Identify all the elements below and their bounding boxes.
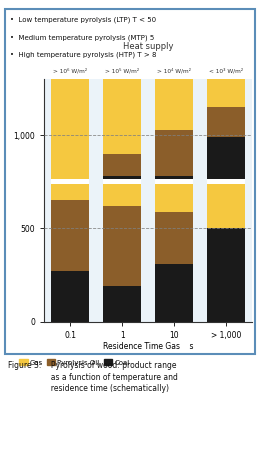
Bar xyxy=(207,182,245,228)
Text: > 10⁵ W/m²: > 10⁵ W/m² xyxy=(105,68,139,73)
Bar xyxy=(155,212,193,264)
Text: Figure 3:    Pyrolysis of wood: product range: Figure 3: Pyrolysis of wood: product ran… xyxy=(8,361,176,370)
Bar xyxy=(155,176,193,182)
Bar xyxy=(51,79,89,182)
Bar xyxy=(155,130,193,176)
Bar xyxy=(103,179,141,184)
Bar xyxy=(207,228,245,322)
Bar xyxy=(51,200,89,271)
Text: •  Medium temperature pyrolysis (MTP) 5: • Medium temperature pyrolysis (MTP) 5 xyxy=(10,34,155,41)
Legend: Gas, Pyrolysis Oil, Coal: Gas, Pyrolysis Oil, Coal xyxy=(16,356,132,368)
Text: > 10⁶ W/m²: > 10⁶ W/m² xyxy=(53,68,87,73)
Bar xyxy=(207,179,245,184)
Bar xyxy=(51,179,89,184)
X-axis label: Residence Time Gas    s: Residence Time Gas s xyxy=(103,343,193,351)
Text: as a function of temperature and: as a function of temperature and xyxy=(8,373,178,382)
Bar xyxy=(51,182,89,200)
Bar xyxy=(155,182,193,212)
Bar xyxy=(103,176,141,182)
Text: •  High temperature pyrolysis (HTP) T > 8: • High temperature pyrolysis (HTP) T > 8 xyxy=(10,52,157,58)
Bar xyxy=(155,264,193,322)
Text: < 10³ W/m²: < 10³ W/m² xyxy=(209,68,243,73)
Bar xyxy=(207,107,245,137)
Bar xyxy=(103,79,141,154)
Bar xyxy=(207,137,245,182)
Bar xyxy=(103,286,141,322)
Bar xyxy=(207,75,245,107)
Text: •  Low temperature pyrolysis (LTP) T < 50: • Low temperature pyrolysis (LTP) T < 50 xyxy=(10,16,157,23)
Text: > 10⁴ W/m²: > 10⁴ W/m² xyxy=(157,68,191,73)
Text: Heat supply: Heat supply xyxy=(123,42,173,51)
Bar xyxy=(103,154,141,176)
Bar xyxy=(155,79,193,130)
Bar xyxy=(103,182,141,206)
Bar xyxy=(51,271,89,322)
Text: residence time (schematically): residence time (schematically) xyxy=(8,384,169,393)
Bar xyxy=(103,206,141,286)
Bar xyxy=(155,179,193,184)
